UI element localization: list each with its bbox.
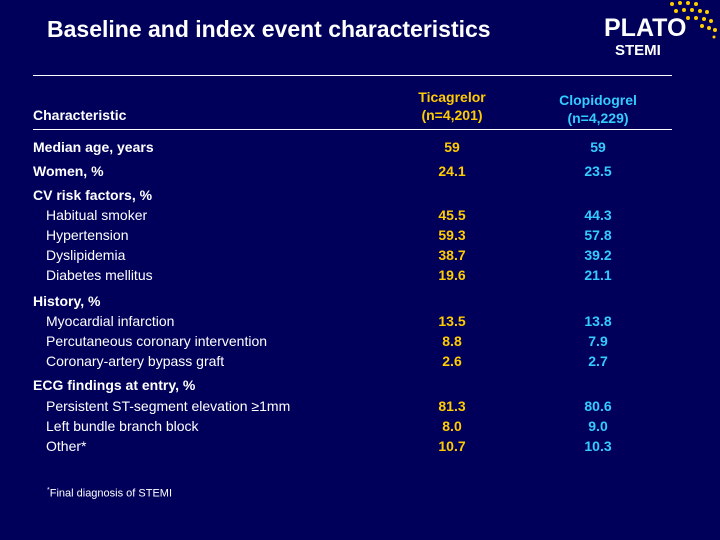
table-row: Habitual smoker 45.5 44.3: [0, 205, 720, 225]
ticagrelor-value: 2.6: [442, 353, 462, 369]
header-clopidogrel-n: (n=4,229): [567, 110, 629, 126]
clopidogrel-value: 59: [590, 139, 606, 155]
ticagrelor-value: 8.0: [442, 418, 462, 434]
plato-logo: PLATO STEMI: [596, 0, 720, 64]
header-ticagrelor: Ticagrelor (n=4,201): [402, 88, 502, 124]
ticagrelor-value: 8.8: [442, 333, 462, 349]
clopidogrel-value: 21.1: [584, 267, 612, 283]
clopidogrel-value: 80.6: [584, 398, 612, 414]
row-label: Hypertension: [46, 227, 129, 243]
clopidogrel-value: 7.9: [588, 333, 608, 349]
logo-subtitle: STEMI: [615, 42, 661, 59]
section-row: CV risk factors, %: [0, 185, 720, 205]
top-rule: [33, 75, 672, 76]
row-label: Myocardial infarction: [46, 313, 175, 329]
slide-title: Baseline and index event characteristics: [47, 16, 491, 42]
footnote: *Final diagnosis of STEMI: [47, 487, 172, 500]
clopidogrel-value: 39.2: [584, 247, 612, 263]
table-row: Women, % 24.1 23.5: [0, 161, 720, 181]
table-row: Diabetes mellitus 19.6 21.1: [0, 265, 720, 285]
row-label: Other*: [46, 438, 87, 454]
clopidogrel-value: 23.5: [584, 163, 612, 179]
table-row: Dyslipidemia 38.7 39.2: [0, 245, 720, 265]
header-clopidogrel-name: Clopidogrel: [559, 92, 637, 108]
ticagrelor-value: 13.5: [438, 313, 466, 329]
table-row: Hypertension 59.3 57.8: [0, 225, 720, 245]
footnote-marker: *: [47, 487, 50, 494]
header-characteristic: Characteristic: [33, 107, 127, 123]
ticagrelor-value: 38.7: [438, 247, 466, 263]
table-row: Other* 10.7 10.3: [0, 436, 720, 456]
row-label: Women, %: [33, 163, 104, 179]
ticagrelor-value: 59: [444, 139, 460, 155]
clopidogrel-value: 13.8: [584, 313, 612, 329]
row-label: CV risk factors, %: [33, 187, 153, 203]
row-label: Habitual smoker: [46, 207, 148, 223]
row-label: Coronary-artery bypass graft: [46, 353, 225, 369]
ticagrelor-value: 81.3: [438, 398, 466, 414]
ticagrelor-value: 45.5: [438, 207, 466, 223]
table-row: Myocardial infarction 13.5 13.8: [0, 311, 720, 331]
table-row: Percutaneous coronary intervention 8.8 7.9: [0, 331, 720, 351]
row-label: Diabetes mellitus: [46, 267, 153, 283]
ticagrelor-value: 59.3: [438, 227, 466, 243]
row-label: Left bundle branch block: [46, 418, 199, 434]
clopidogrel-value: 57.8: [584, 227, 612, 243]
logo-word: PLATO: [604, 14, 687, 42]
logo-dots-icon: [670, 1, 717, 39]
table-row: Median age, years 59 59: [0, 137, 720, 157]
header-ticagrelor-name: Ticagrelor: [418, 89, 486, 105]
row-label: Persistent ST-segment elevation ≥1mm: [46, 398, 291, 414]
row-label: History, %: [33, 293, 101, 309]
row-label: ECG findings at entry, %: [33, 377, 196, 393]
table-row: Left bundle branch block 8.0 9.0: [0, 416, 720, 436]
row-label: Dyslipidemia: [46, 247, 126, 263]
row-label: Percutaneous coronary intervention: [46, 333, 268, 349]
section-row: ECG findings at entry, %: [0, 375, 720, 395]
clopidogrel-value: 9.0: [588, 418, 608, 434]
clopidogrel-value: 2.7: [588, 353, 608, 369]
table-row: Coronary-artery bypass graft 2.6 2.7: [0, 351, 720, 371]
footnote-text: Final diagnosis of STEMI: [49, 487, 173, 500]
header-clopidogrel: Clopidogrel (n=4,229): [548, 91, 648, 127]
ticagrelor-value: 19.6: [438, 267, 466, 283]
section-row: History, %: [0, 291, 720, 311]
header-ticagrelor-n: (n=4,201): [421, 107, 483, 123]
table-row: Persistent ST-segment elevation ≥1mm 81.3…: [0, 396, 720, 416]
ticagrelor-value: 10.7: [438, 438, 466, 454]
clopidogrel-value: 44.3: [584, 207, 612, 223]
ticagrelor-value: 24.1: [438, 163, 466, 179]
row-label: Median age, years: [33, 139, 154, 155]
clopidogrel-value: 10.3: [584, 438, 612, 454]
header-rule: [33, 129, 672, 130]
